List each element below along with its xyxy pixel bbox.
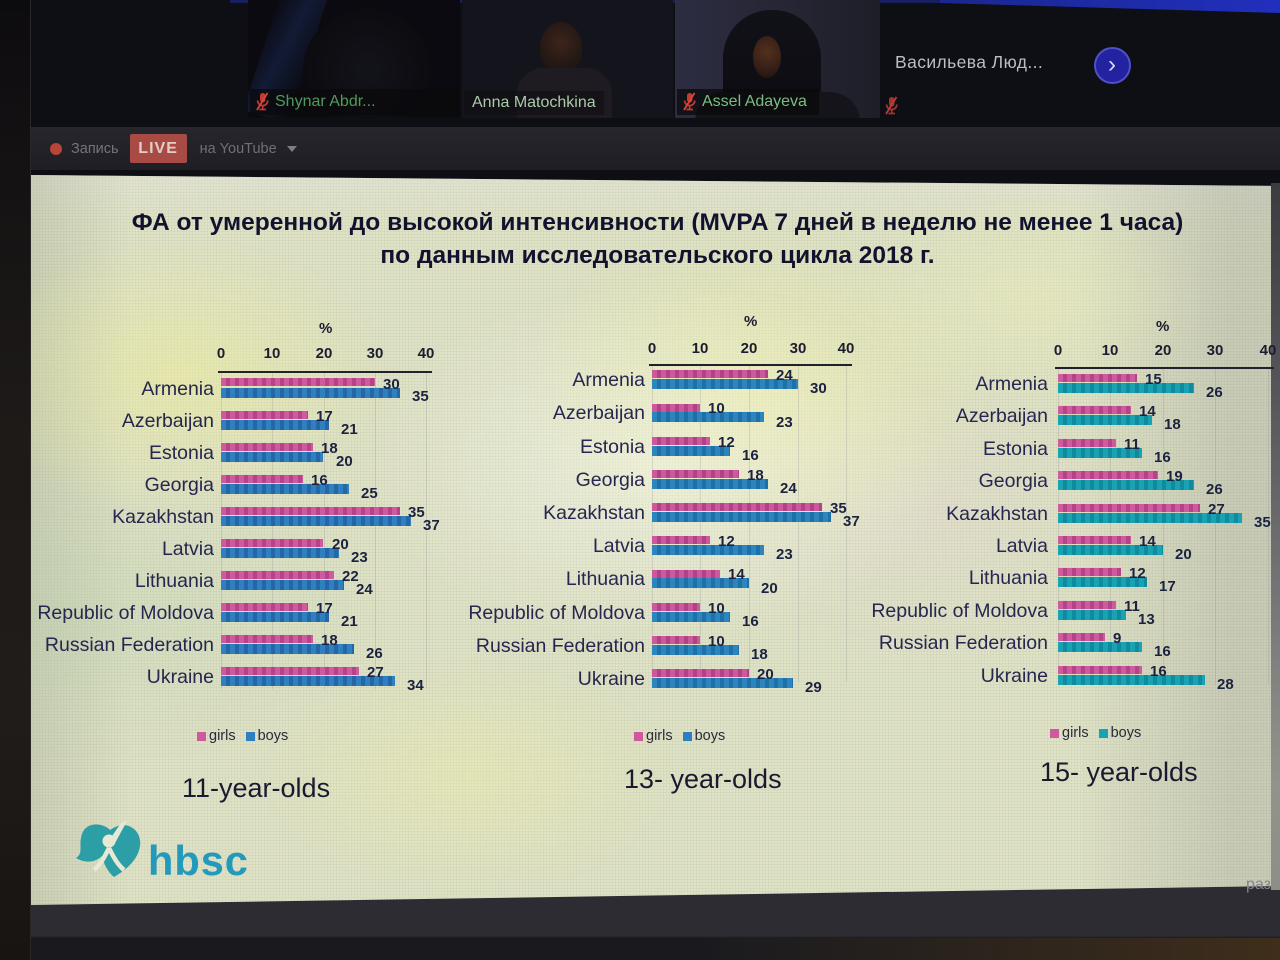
svg-text:hbsc: hbsc [148, 837, 249, 882]
